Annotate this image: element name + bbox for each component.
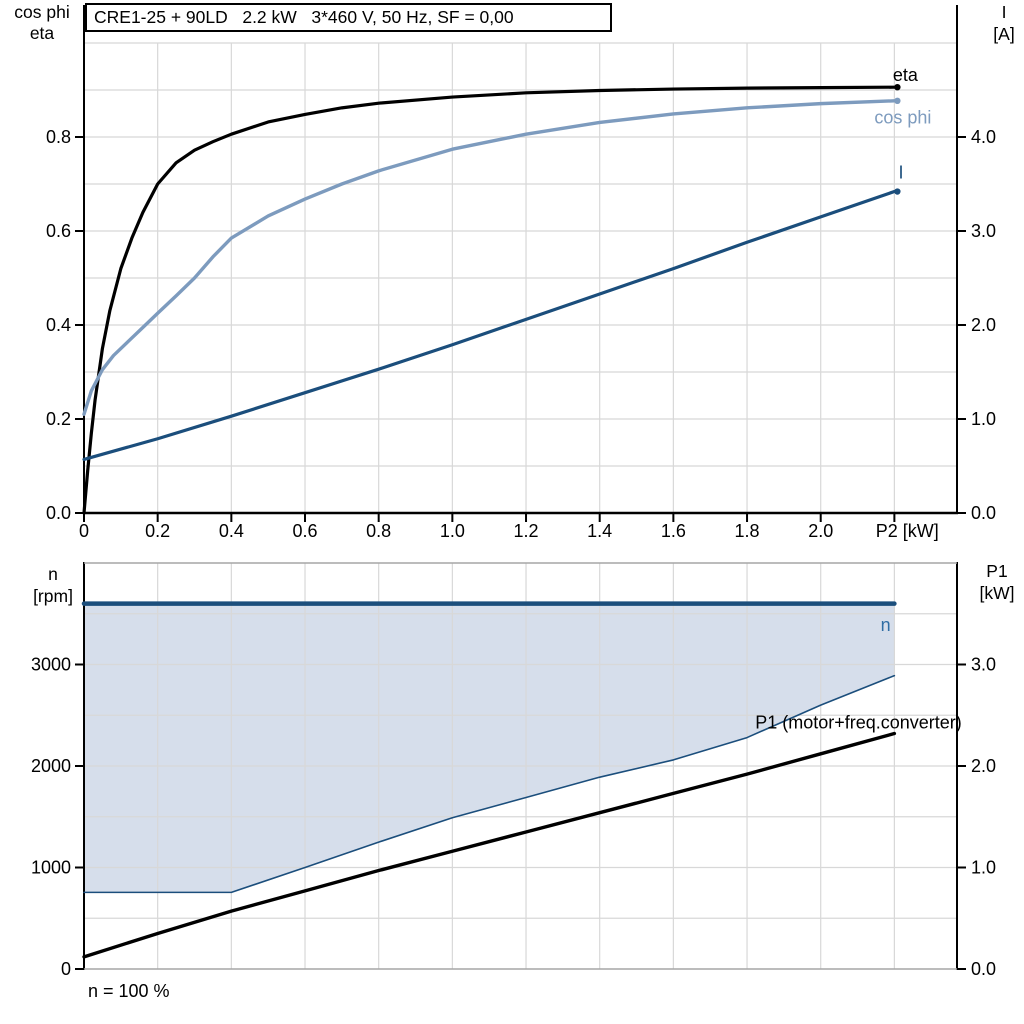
tick-label: 0.4: [219, 521, 244, 541]
tick-label: 0.2: [145, 521, 170, 541]
tick-label: 1000: [31, 858, 71, 878]
speed-power-chart: 0 1000 2000 3000 0.0 1.0 2.0 3.0 n P1 (motor+freq…: [31, 562, 996, 979]
left-axis-title-cos-phi: cos phi: [14, 2, 70, 22]
tick-label: 3000: [31, 655, 71, 675]
speed-range-fill: [84, 603, 895, 893]
tick-label: 2.0: [971, 756, 996, 776]
right-axis-unit-amps: [A]: [993, 24, 1015, 44]
tick-label: 0.0: [46, 503, 71, 523]
tick-label: 3.0: [971, 655, 996, 675]
left-axis-title-eta: eta: [29, 23, 55, 43]
right-axis-unit-kw: [kW]: [979, 583, 1015, 603]
tick-label: 1.0: [971, 409, 996, 429]
tick-label: 1.0: [440, 521, 465, 541]
axis-ticks: 0.0 0.2 0.4 0.6 0.8 0.0 1.0 2.0 3.0 4.0 0 0.2 0.4 0.6…: [46, 127, 996, 541]
tick-label: 0.6: [46, 221, 71, 241]
series-eta: [82, 85, 896, 515]
tick-label: 1.8: [735, 521, 760, 541]
series-cos-phi: [82, 99, 897, 416]
tick-label: 0.0: [971, 959, 996, 979]
chart-title: CRE1-25 + 90LD 2.2 kW 3*460 V, 50 Hz, SF…: [85, 3, 612, 32]
tick-label: 2000: [31, 756, 71, 776]
series-p1-input-power: [82, 731, 897, 959]
right-axis-title-current: I: [1001, 2, 1007, 22]
series-current: [82, 189, 896, 462]
annotation-eta-label: eta: [893, 65, 919, 85]
gridlines: [84, 563, 957, 969]
gridlines: [84, 42, 957, 513]
tick-label: 0: [79, 521, 89, 541]
right-axis-title-p1: P1: [986, 561, 1008, 581]
annotation-current-label: I: [899, 163, 904, 183]
annotation-p1-label: P1 (motor+freq.converter): [755, 712, 962, 732]
tick-label: 2.0: [808, 521, 833, 541]
annotation-speed-label: n: [881, 615, 891, 635]
tick-label: 0.2: [46, 409, 71, 429]
tick-label: 0.8: [366, 521, 391, 541]
speed-percent-note: n = 100 %: [88, 981, 170, 1001]
left-axis-unit-rpm: [rpm]: [33, 586, 73, 606]
tick-label: 0: [61, 959, 71, 979]
tick-label: 2.0: [971, 315, 996, 335]
series-endpoint-eta: [894, 83, 901, 91]
series-endpoint-current: [894, 188, 901, 195]
motor-performance-chart: 0.0 0.2 0.4 0.6 0.8 0.0 1.0 2.0 3.0 4.0 0 0.2 0.4 0.6…: [46, 5, 996, 541]
axis-ticks: 0 1000 2000 3000 0.0 1.0 2.0 3.0: [31, 655, 996, 980]
series-endpoint-cos-phi: [894, 97, 901, 105]
tick-label: 3.0: [971, 221, 996, 241]
left-axis-title-speed: n: [48, 564, 58, 584]
axis-frame: [83, 5, 958, 515]
tick-label: 1.2: [514, 521, 539, 541]
tick-label: 1.4: [587, 521, 612, 541]
tick-label: 0.6: [292, 521, 317, 541]
tick-label: P2 [kW]: [876, 521, 939, 541]
tick-label: 0.8: [46, 127, 71, 147]
series-speed-min: [83, 674, 896, 894]
tick-label: 4.0: [971, 127, 996, 147]
tick-label: 0.0: [971, 503, 996, 523]
tick-label: 1.0: [971, 858, 996, 878]
annotation-cos-phi-label: cos phi: [874, 107, 931, 127]
tick-label: 1.6: [661, 521, 686, 541]
tick-label: 0.4: [46, 315, 71, 335]
